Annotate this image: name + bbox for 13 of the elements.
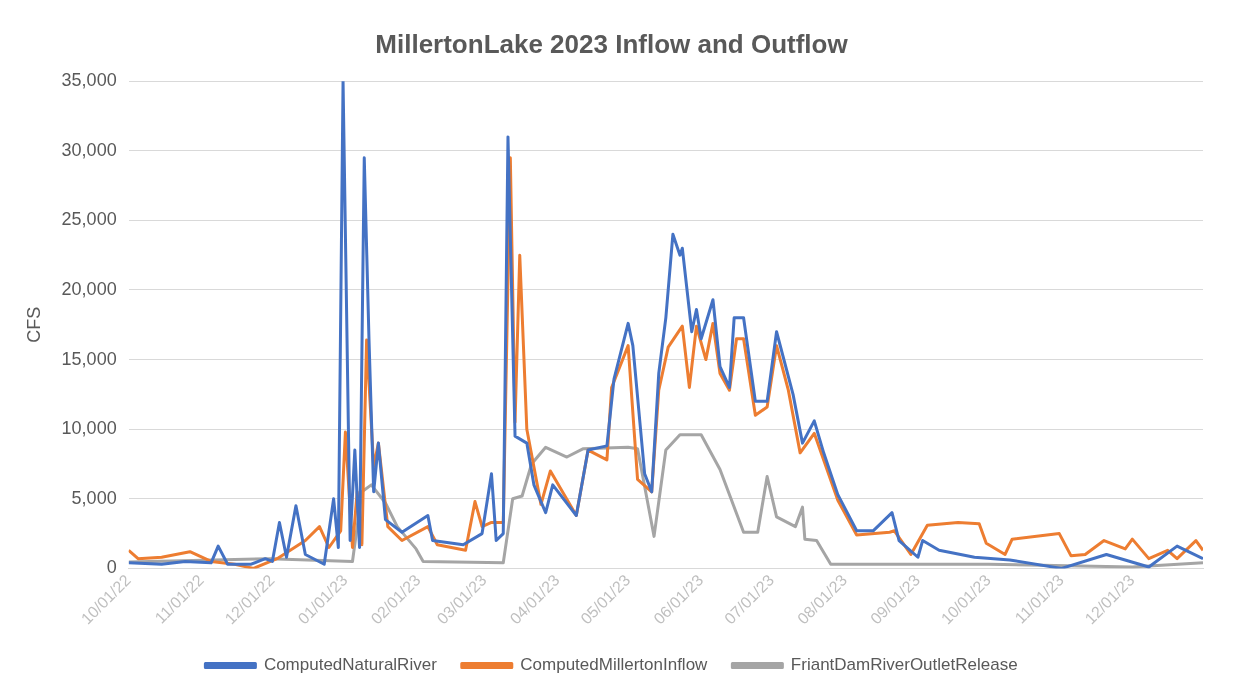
chart-title: MillertonLake 2023 Inflow and Outflow [375, 28, 849, 59]
y-tick-label: 20,000 [61, 278, 117, 299]
y-tick-label: 15,000 [61, 348, 117, 369]
y-tick-label: 0 [106, 557, 117, 578]
y-tick-label: 35,000 [61, 70, 117, 91]
legend-label: ComputedMillertonInflow [520, 655, 709, 675]
y-tick-label: 30,000 [61, 139, 117, 160]
y-axis-title: CFS [23, 306, 44, 343]
legend-label: FriantDamRiverOutletRelease [790, 655, 1018, 675]
y-tick-label: 5,000 [71, 487, 117, 508]
y-tick-label: 25,000 [61, 209, 117, 230]
legend-label: ComputedNaturalRiver [263, 655, 438, 675]
y-tick-label: 10,000 [61, 418, 117, 439]
